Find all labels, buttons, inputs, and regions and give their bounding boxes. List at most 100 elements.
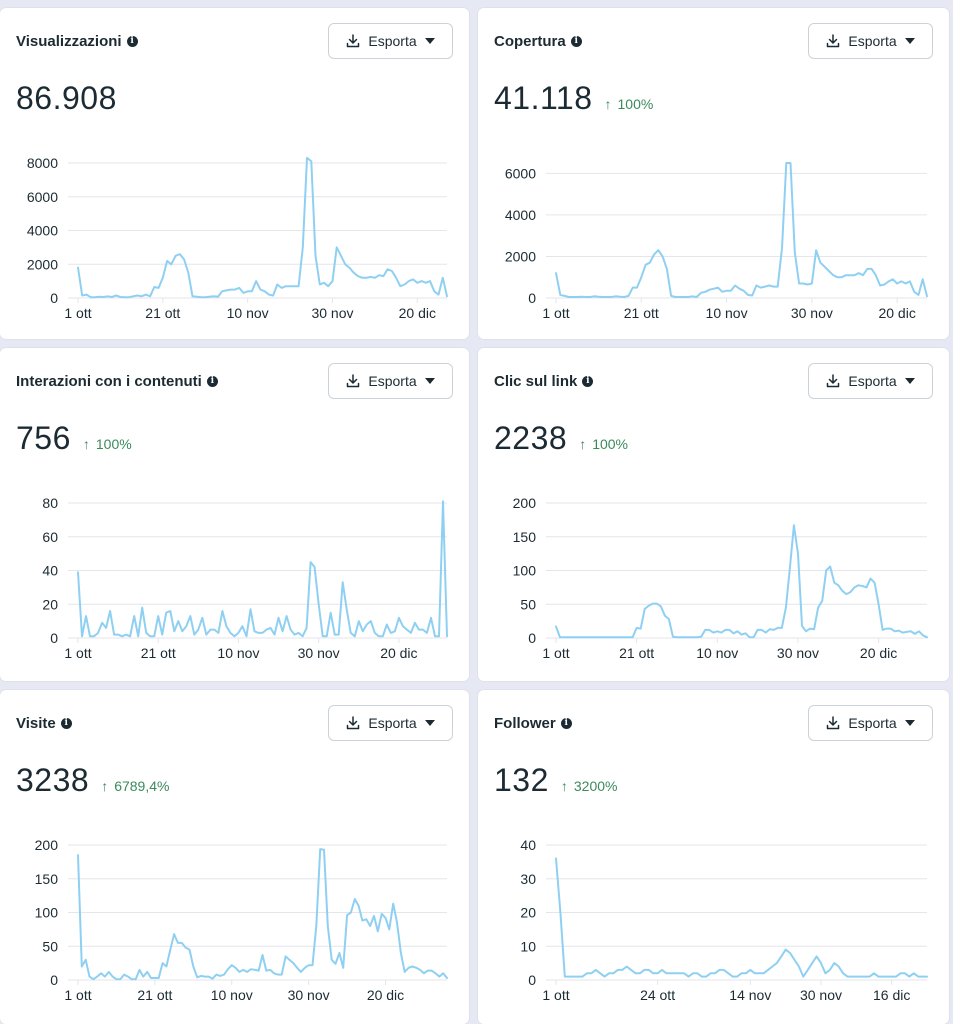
delta-indicator: ↑ 100% [605, 96, 654, 114]
series-line [77, 156, 448, 299]
x-tick-label: 21 ott [619, 645, 654, 661]
x-tick-label: 20 dic [399, 305, 436, 321]
export-label: Esporta [368, 715, 417, 731]
y-tick-label: 0 [528, 630, 536, 646]
card-title: Follower i [494, 715, 572, 732]
metric-summary: 41.118 ↑ 100% [494, 80, 653, 117]
line-chart: 0 20 40 60 80 1 ott 21 ott 10 nov 30 nov 20 dic [42, 495, 448, 661]
info-icon[interactable]: i [206, 376, 218, 387]
x-tick-label: 21 ott [145, 305, 180, 321]
y-tick-label: 10 [520, 938, 536, 954]
export-button[interactable]: Esporta [808, 363, 933, 399]
card-title-text: Follower [494, 715, 556, 732]
card-title: Clic sul link i [494, 373, 594, 390]
info-icon[interactable]: i [60, 718, 72, 729]
export-button[interactable]: Esporta [328, 363, 453, 399]
x-tick-label: 30 nov [777, 645, 819, 661]
series-line [77, 848, 448, 981]
metric-value: 2238 [494, 420, 568, 456]
y-tick-label: 150 [35, 871, 59, 887]
y-tick-label: 150 [513, 529, 537, 545]
x-tick-label: 14 nov [729, 987, 771, 1003]
y-tick-label: 4000 [505, 207, 536, 223]
delta-indicator: ↑ 3200% [561, 778, 618, 796]
y-tick-label: 0 [50, 290, 58, 306]
x-tick-label: 24 ott [640, 987, 675, 1003]
export-label: Esporta [368, 33, 417, 49]
x-tick-label: 30 nov [800, 987, 842, 1003]
line-chart: 0 10 20 30 40 1 ott 24 ott 14 nov 30 nov 16 dic [520, 837, 928, 1003]
download-icon [347, 34, 360, 48]
card-visite: Visite i Esporta 3238 ↑ 6789,4% 0 50 100 150… [0, 690, 469, 1024]
x-tick-label: 21 ott [141, 645, 176, 661]
download-icon [827, 716, 840, 730]
x-tick-label: 30 nov [288, 987, 330, 1003]
delta-value: 6789,4% [114, 778, 170, 794]
y-tick-label: 2000 [27, 256, 58, 272]
line-chart: 0 2000 4000 6000 1 ott 21 ott 10 nov 30 nov 20 d… [505, 162, 928, 321]
y-tick-label: 200 [513, 495, 537, 511]
caret-down-icon [424, 38, 435, 44]
metric-value: 86.908 [16, 80, 117, 116]
x-tick-label: 1 ott [542, 305, 569, 321]
metric-summary: 3238 ↑ 6789,4% [16, 762, 169, 799]
y-tick-label: 0 [528, 290, 536, 306]
arrow-up-icon: ↑ [579, 436, 587, 452]
y-tick-label: 100 [35, 905, 59, 921]
y-tick-label: 40 [42, 563, 58, 579]
export-button[interactable]: Esporta [328, 705, 453, 741]
download-icon [827, 34, 840, 48]
export-button[interactable]: Esporta [808, 705, 933, 741]
y-tick-label: 6000 [505, 165, 536, 181]
y-tick-label: 40 [520, 837, 536, 853]
x-tick-label: 20 dic [380, 645, 417, 661]
y-tick-label: 20 [42, 596, 58, 612]
delta-value: 100% [592, 436, 628, 452]
y-tick-label: 0 [50, 630, 58, 646]
caret-down-icon [904, 38, 915, 44]
x-tick-label: 10 nov [227, 305, 269, 321]
metric-summary: 756 ↑ 100% [16, 420, 132, 457]
metric-summary: 2238 ↑ 100% [494, 420, 628, 457]
export-label: Esporta [368, 373, 417, 389]
x-tick-label: 21 ott [137, 987, 172, 1003]
info-icon[interactable]: i [582, 376, 594, 387]
card-follower: Follower i Esporta 132 ↑ 3200% 0 10 20 30 40 1… [478, 690, 949, 1024]
export-label: Esporta [848, 33, 897, 49]
y-tick-label: 50 [42, 938, 58, 954]
card-title: Interazioni con i contenuti i [16, 373, 218, 390]
metric-summary: 86.908 [16, 80, 129, 117]
caret-down-icon [904, 720, 915, 726]
delta-indicator: ↑ 100% [83, 436, 132, 454]
metric-value: 756 [16, 420, 71, 456]
download-icon [347, 374, 360, 388]
line-chart: 0 50 100 150 200 1 ott 21 ott 10 nov 30 nov 20 di… [513, 495, 928, 661]
x-tick-label: 30 nov [298, 645, 340, 661]
delta-indicator: ↑ 6789,4% [101, 778, 169, 796]
export-label: Esporta [848, 715, 897, 731]
line-chart: 0 50 100 150 200 1 ott 21 ott 10 nov 30 nov 20 di… [35, 837, 448, 1003]
y-tick-label: 0 [50, 972, 58, 988]
export-button[interactable]: Esporta [328, 23, 453, 59]
card-copertura: Copertura i Esporta 41.118 ↑ 100% 0 2000 40… [478, 8, 949, 339]
x-tick-label: 10 nov [706, 305, 748, 321]
y-tick-label: 30 [520, 871, 536, 887]
info-icon[interactable]: i [126, 36, 138, 47]
metric-value: 132 [494, 762, 549, 798]
line-chart: 0 2000 4000 6000 8000 1 ott 21 ott 10 nov 30 nov… [27, 155, 448, 321]
caret-down-icon [904, 378, 915, 384]
card-title: Visualizzazioni i [16, 33, 138, 50]
arrow-up-icon: ↑ [604, 96, 612, 112]
y-tick-label: 100 [513, 563, 537, 579]
series-line [555, 524, 928, 639]
x-tick-label: 10 nov [696, 645, 738, 661]
info-icon[interactable]: i [560, 718, 572, 729]
metric-value: 41.118 [494, 80, 593, 116]
x-tick-label: 1 ott [64, 987, 91, 1003]
download-icon [827, 374, 840, 388]
export-button[interactable]: Esporta [808, 23, 933, 59]
delta-indicator: ↑ 100% [579, 436, 628, 454]
download-icon [347, 716, 360, 730]
info-icon[interactable]: i [570, 36, 582, 47]
export-label: Esporta [848, 373, 897, 389]
